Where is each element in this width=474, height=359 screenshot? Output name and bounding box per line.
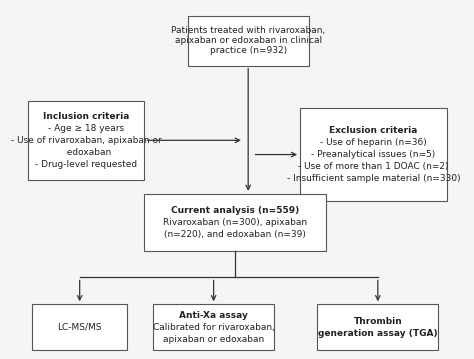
- Text: Calibrated for rivaroxaban,: Calibrated for rivaroxaban,: [153, 323, 274, 332]
- FancyBboxPatch shape: [300, 108, 447, 201]
- FancyBboxPatch shape: [32, 304, 127, 350]
- Text: - Age ≥ 18 years: - Age ≥ 18 years: [48, 124, 124, 133]
- Text: - Use of rivaroxaban, apixaban or: - Use of rivaroxaban, apixaban or: [11, 136, 162, 145]
- Text: Rivaroxaban (n=300), apixaban: Rivaroxaban (n=300), apixaban: [163, 218, 307, 227]
- Text: apixaban or edoxaban: apixaban or edoxaban: [163, 335, 264, 344]
- FancyBboxPatch shape: [188, 16, 309, 65]
- Text: - Preanalytical issues (n=5): - Preanalytical issues (n=5): [311, 150, 436, 159]
- Text: Thrombin: Thrombin: [354, 317, 402, 326]
- Text: Current analysis (n=559): Current analysis (n=559): [171, 206, 300, 215]
- Text: LC-MS/MS: LC-MS/MS: [57, 323, 102, 332]
- Text: Anti-Xa assay: Anti-Xa assay: [179, 311, 248, 320]
- FancyBboxPatch shape: [153, 304, 274, 350]
- Text: Exclusion criteria: Exclusion criteria: [329, 126, 418, 135]
- Text: generation assay (TGA): generation assay (TGA): [318, 329, 438, 338]
- Text: Patients treated with rivaroxaban,
apixaban or edoxaban in clinical
practice (n=: Patients treated with rivaroxaban, apixa…: [171, 26, 325, 56]
- FancyBboxPatch shape: [145, 194, 326, 251]
- Text: edoxaban: edoxaban: [61, 148, 111, 157]
- Text: - Drug-level requested: - Drug-level requested: [35, 160, 137, 169]
- Text: - Use of heparin (n=36): - Use of heparin (n=36): [320, 138, 427, 147]
- Text: Inclusion criteria: Inclusion criteria: [43, 112, 129, 121]
- FancyBboxPatch shape: [28, 101, 145, 180]
- Text: - Use of more than 1 DOAC (n=2): - Use of more than 1 DOAC (n=2): [298, 162, 449, 171]
- Text: (n=220), and edoxaban (n=39): (n=220), and edoxaban (n=39): [164, 230, 306, 239]
- FancyBboxPatch shape: [317, 304, 438, 350]
- Text: - Insufficient sample material (n=330): - Insufficient sample material (n=330): [287, 174, 460, 183]
